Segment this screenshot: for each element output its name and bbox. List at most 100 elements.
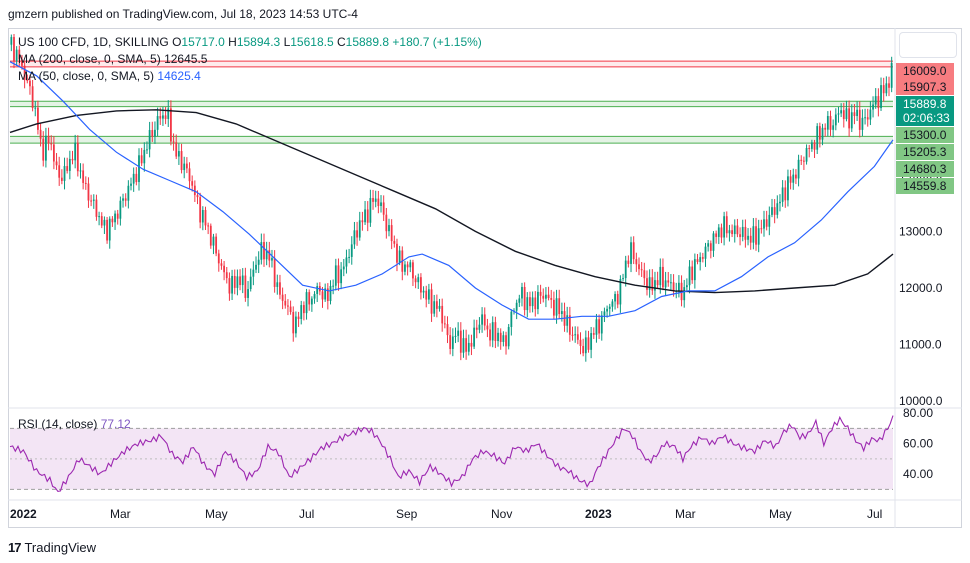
candle-body: [840, 110, 843, 114]
candle-body: [435, 301, 438, 309]
candle-body: [781, 187, 784, 202]
candle-body: [377, 198, 380, 206]
candle-body: [342, 266, 345, 270]
candle-body: [263, 242, 265, 260]
candle-body: [866, 117, 869, 120]
candle-body: [257, 259, 260, 265]
candle-body: [699, 257, 702, 262]
time-tick-label-2: May: [205, 507, 228, 521]
candle-body: [744, 226, 747, 240]
candle-body: [486, 325, 489, 330]
candle-body: [757, 228, 760, 245]
candle-body: [768, 214, 771, 227]
tradingview-footer[interactable]: 17 TradingView: [8, 538, 96, 556]
candle-body: [497, 332, 499, 342]
close-label: C: [336, 35, 346, 49]
zone-band-0: [10, 61, 893, 67]
candle-body: [810, 142, 813, 149]
candle-body: [521, 286, 523, 299]
candle-body: [223, 265, 226, 273]
candle-body: [74, 142, 77, 161]
candle-body: [106, 219, 108, 241]
candle-body: [800, 159, 803, 161]
high-label: H: [228, 35, 237, 49]
candle-body: [63, 166, 66, 181]
time-tick-label-3: Jul: [299, 507, 314, 521]
candle-body: [733, 225, 736, 235]
candle-body: [345, 257, 348, 267]
candle-body: [736, 225, 739, 235]
ma200-legend[interactable]: MA (200, close, 0, SMA, 5) 12645.5: [18, 51, 207, 67]
chart-settings-button[interactable]: [899, 32, 957, 58]
candle-body: [600, 315, 603, 334]
rsi-tick-label-0: 40.00: [903, 467, 933, 481]
candle-body: [776, 203, 779, 215]
candle-body: [420, 277, 422, 293]
candle-body: [132, 173, 135, 184]
candle-body: [619, 279, 622, 305]
candle-body: [148, 130, 151, 150]
candle-body: [473, 327, 476, 347]
candle-body: [122, 198, 124, 201]
candle-body: [409, 262, 412, 268]
candle-body: [787, 176, 789, 201]
candle-body: [10, 37, 13, 45]
candle-body: [824, 127, 827, 130]
candle-body: [760, 228, 763, 230]
candle-body: [393, 241, 396, 244]
candle-body: [302, 305, 305, 314]
price-label-6: 14680.3: [903, 162, 947, 176]
price-label-0: 16009.0: [903, 64, 947, 78]
time-tick-label-8: May: [769, 507, 792, 521]
candle-body: [462, 338, 465, 353]
candle-body: [529, 297, 531, 307]
candle-body: [834, 114, 837, 126]
candle-body: [576, 334, 579, 340]
candle-body: [470, 342, 473, 347]
candle-body: [880, 85, 882, 109]
candle-body: [76, 142, 79, 172]
time-tick-label-7: Mar: [675, 507, 696, 521]
candle-body: [58, 165, 61, 178]
candle-body: [869, 109, 872, 120]
price-label-bg-2: [896, 96, 954, 112]
candle-body: [138, 155, 140, 183]
time-tick-label-4: Sep: [396, 507, 418, 521]
candle-body: [156, 116, 159, 130]
candle-body: [507, 327, 510, 347]
candle-body: [864, 117, 866, 119]
candle-body: [638, 264, 640, 270]
candle-body: [26, 79, 29, 81]
price-label-2: 15889.8: [903, 97, 947, 111]
candle-body: [332, 285, 335, 287]
candle-body: [385, 214, 388, 232]
candle-body: [712, 233, 715, 251]
rsi-legend[interactable]: RSI (14, close) 77.12: [18, 416, 131, 432]
candle-body: [547, 294, 550, 299]
candle-body: [545, 294, 547, 299]
candle-body: [271, 258, 273, 261]
candle-body: [84, 182, 87, 184]
candle-body: [590, 333, 593, 350]
candle-body: [502, 335, 505, 342]
candle-body: [21, 59, 23, 66]
candle-body: [340, 269, 343, 284]
price-label-bg-6: [896, 161, 954, 177]
price-label-5: 15205.3: [903, 145, 947, 159]
candle-body: [454, 335, 457, 337]
candle-body: [648, 277, 651, 290]
candle-body: [749, 235, 752, 243]
price-label-bg-1: [896, 79, 954, 95]
candle-body: [558, 298, 561, 315]
candle-body: [818, 126, 821, 140]
candle-body: [803, 160, 805, 162]
publish-header: gmzern published on TradingView.com, Jul…: [0, 0, 970, 28]
ma50-legend[interactable]: MA (50, close, 0, SMA, 5) 14625.4: [18, 68, 201, 84]
candle-body: [709, 243, 712, 251]
candle-body: [646, 278, 648, 290]
candle-body: [193, 185, 196, 196]
candle-body: [805, 148, 808, 162]
candle-body: [845, 108, 848, 120]
price-tick-label-0: 10000.0: [899, 394, 943, 408]
